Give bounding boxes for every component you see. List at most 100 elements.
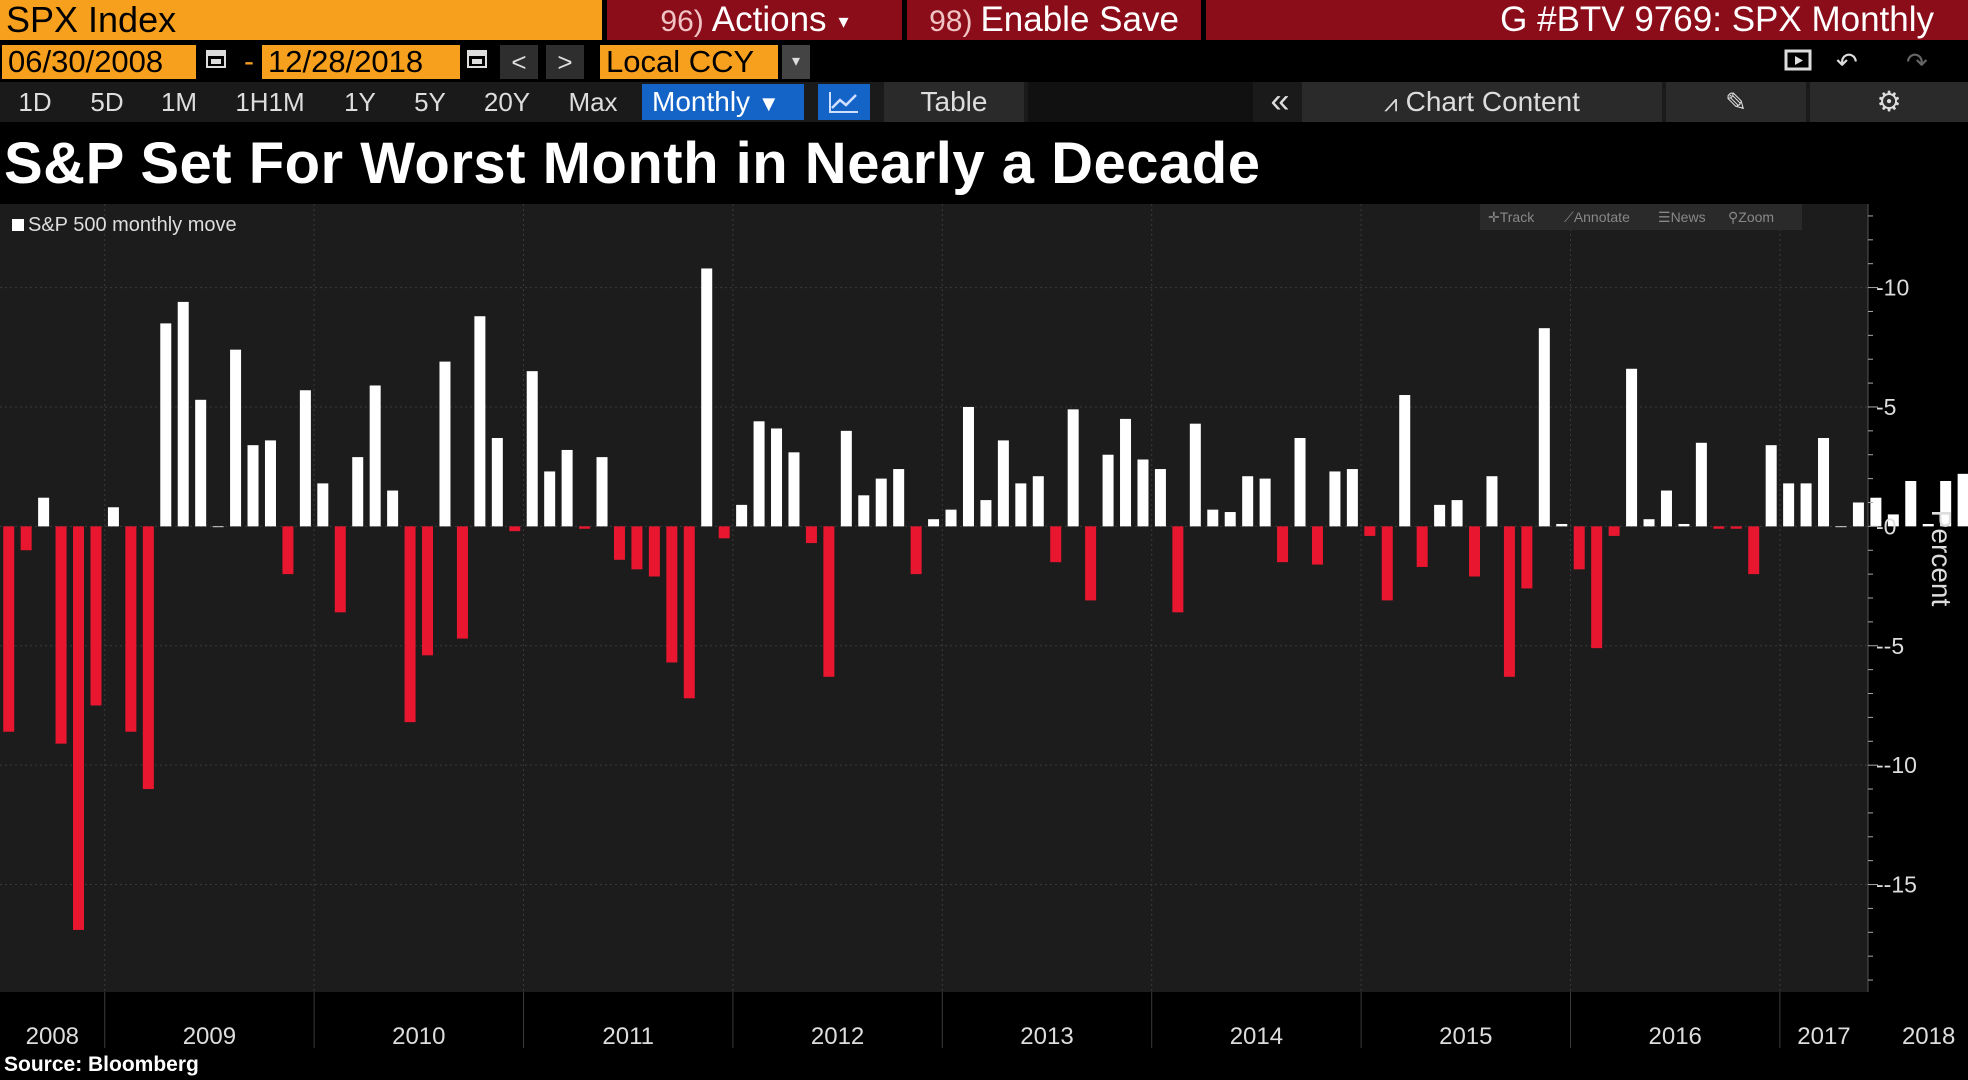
bar <box>1120 418 1132 527</box>
line-chart-icon[interactable] <box>818 84 870 120</box>
frequency-select[interactable]: Monthly ▼ <box>642 84 804 120</box>
bar <box>1608 526 1620 536</box>
x-tick-label: 2015 <box>1439 1023 1492 1050</box>
y-tick-label: -0 <box>1876 513 1896 539</box>
bar <box>1818 438 1830 527</box>
track-tool[interactable]: ✛ Track <box>1488 204 1534 230</box>
bar <box>1085 526 1097 601</box>
collapse-icon[interactable]: « <box>1270 82 1290 120</box>
bar <box>875 478 887 527</box>
news-tool[interactable]: ☰ News <box>1658 204 1706 230</box>
calendar-icon[interactable] <box>462 47 492 77</box>
enable-save-button[interactable]: 98) Enable Save <box>907 0 1201 40</box>
bar <box>910 526 922 575</box>
bar <box>1259 478 1271 527</box>
bar <box>962 406 974 527</box>
x-tick-label: 2018 <box>1902 1023 1955 1050</box>
bar <box>107 507 119 527</box>
bar <box>1905 480 1917 527</box>
bar <box>1591 526 1603 649</box>
undo-icon[interactable]: ↶ <box>1836 47 1858 77</box>
bar <box>1346 469 1358 527</box>
bar <box>1469 526 1481 577</box>
bar <box>1399 395 1411 527</box>
bar <box>1503 526 1515 677</box>
x-tick-label: 2017 <box>1797 1023 1850 1050</box>
y-tick-label: --5 <box>1876 633 1904 659</box>
plot-area-background <box>0 204 1868 992</box>
bar <box>648 526 660 577</box>
bar <box>387 490 399 527</box>
period-max[interactable]: Max <box>568 87 618 117</box>
period-1d[interactable]: 1D <box>18 87 52 117</box>
toolbar-spacer <box>1028 82 1253 122</box>
period-1h1m[interactable]: 1H1M <box>235 87 305 117</box>
bar <box>474 316 486 527</box>
bar <box>1538 328 1550 527</box>
save-label: Enable Save <box>980 0 1179 39</box>
zoom-label: Zoom <box>1738 209 1775 225</box>
chevron-down-icon[interactable]: ▾ <box>782 45 810 79</box>
period-5y[interactable]: 5Y <box>414 87 446 117</box>
annotate-tool[interactable]: ⟋ Annotate <box>1564 204 1630 230</box>
bar <box>805 526 817 544</box>
previous-button[interactable]: < <box>500 45 538 79</box>
chart-headline: S&P Set For Worst Month in Nearly a Deca… <box>4 131 1261 196</box>
bar <box>125 526 137 732</box>
period-1m[interactable]: 1M <box>160 87 198 117</box>
news-label: News <box>1670 209 1706 225</box>
chart-title-bar: G #BTV 9769: SPX Monthly <box>1206 0 1968 40</box>
end-date-input[interactable]: 12/28/2018 <box>262 45 460 79</box>
source-note: Source: Bloomberg <box>4 1053 199 1076</box>
bar-chart: 2008 2009 2010 2011 2012 2013 2014 2015 2016 2017… <box>0 204 1968 1050</box>
bar <box>840 430 852 527</box>
start-date-input[interactable]: 06/30/2008 <box>2 45 196 79</box>
presentation-icon[interactable] <box>1783 47 1813 81</box>
bar <box>1748 526 1760 575</box>
bar <box>1730 526 1742 529</box>
chart-legend: S&P 500 monthly move <box>12 214 237 237</box>
bar <box>1416 526 1428 567</box>
date-separator: - <box>244 45 254 78</box>
ticker-field[interactable]: SPX Index <box>0 0 602 40</box>
period-20y[interactable]: 20Y <box>483 87 531 117</box>
track-label: Track <box>1499 209 1535 225</box>
bar <box>771 428 783 527</box>
x-tick-label: 2016 <box>1649 1023 1702 1050</box>
bar <box>439 361 451 527</box>
period-1y[interactable]: 1Y <box>344 87 376 117</box>
bar <box>823 526 835 677</box>
x-tick-label: 2010 <box>392 1023 445 1050</box>
y-tick-label: --15 <box>1876 872 1917 898</box>
bar <box>1660 490 1672 527</box>
bar <box>90 526 102 706</box>
next-button[interactable]: > <box>546 45 584 79</box>
bar <box>613 526 625 560</box>
calendar-icon[interactable] <box>201 47 231 77</box>
bar <box>1242 476 1254 527</box>
currency-select[interactable]: Local CCY <box>600 45 778 79</box>
bar <box>1765 445 1777 527</box>
actions-button[interactable]: 96) Actions ▾ <box>607 0 902 40</box>
period-5d[interactable]: 5D <box>90 87 124 117</box>
bar <box>1870 497 1882 527</box>
bar <box>20 526 32 551</box>
gear-icon[interactable]: ⚙ <box>1810 82 1968 122</box>
bar <box>1922 523 1934 527</box>
edit-icon[interactable]: ✎ <box>1666 82 1806 122</box>
bar <box>945 509 957 527</box>
redo-icon[interactable]: ↷ <box>1906 47 1928 77</box>
bar <box>509 526 521 532</box>
chart-tools: ✛ Track ⟋ Annotate ☰ News ⚲ Zoom <box>1480 204 1802 230</box>
header-bar: SPX Index 96) Actions ▾ 98) Enable Save G #… <box>0 0 1968 42</box>
bar <box>980 500 992 527</box>
y-tick-label: -5 <box>1876 394 1896 420</box>
table-button[interactable]: Table <box>884 82 1024 122</box>
chart-content-button[interactable]: ⩘ Chart Content <box>1302 82 1662 122</box>
bar <box>160 323 172 527</box>
bar <box>631 526 643 570</box>
bar <box>1102 454 1114 527</box>
chevron-down-icon: ▼ <box>757 91 780 116</box>
bar <box>1486 476 1498 527</box>
zoom-tool[interactable]: ⚲ Zoom <box>1728 204 1774 230</box>
